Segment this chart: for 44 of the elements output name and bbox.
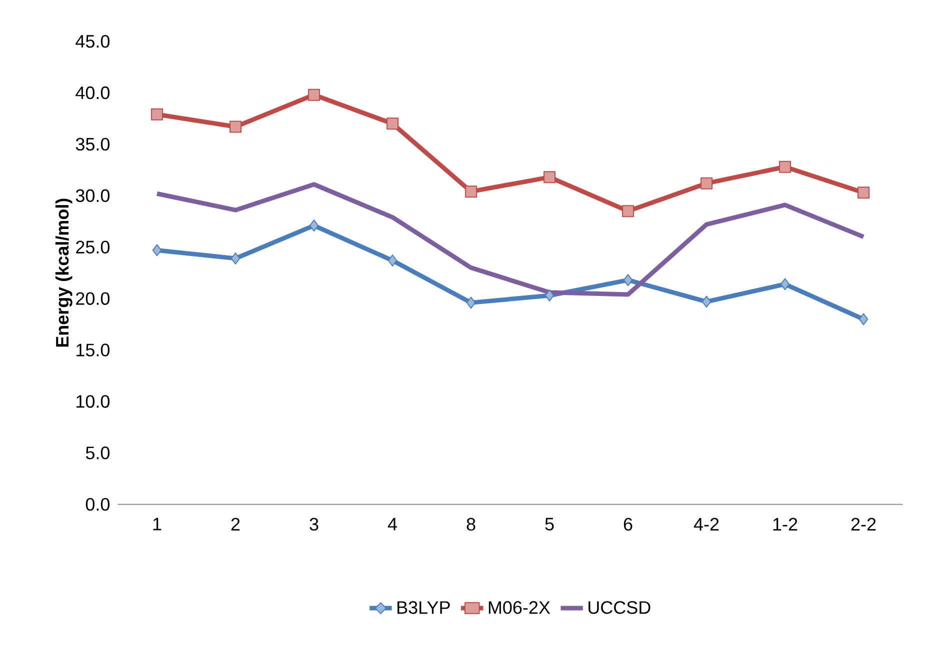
point	[622, 205, 634, 218]
point	[623, 274, 633, 286]
point	[779, 160, 792, 173]
x-tick-label: 2-2	[851, 518, 876, 530]
point	[308, 88, 320, 101]
point	[230, 252, 240, 264]
legend-label: UCCSD	[588, 601, 650, 614]
x-tick-label: 1-2	[773, 518, 798, 530]
point	[309, 220, 319, 232]
point	[465, 186, 478, 198]
point	[152, 244, 162, 256]
point	[700, 177, 713, 190]
point	[780, 278, 790, 290]
x-tick-label: 3	[310, 518, 318, 531]
y-axis-title: Energy (kcal/mol)	[55, 198, 72, 347]
x-tick-label: 6	[624, 518, 632, 531]
point	[386, 118, 399, 130]
point	[858, 186, 870, 199]
y-tick-label: 15.0	[76, 344, 110, 356]
point	[230, 120, 242, 133]
point	[466, 296, 476, 309]
point	[702, 296, 712, 308]
y-tick-label: 0.0	[86, 498, 110, 511]
x-tick-label: 5	[545, 518, 554, 530]
point	[544, 171, 556, 184]
y-tick-label: 20.0	[76, 292, 110, 305]
point	[544, 289, 554, 302]
y-tick-label: 25.0	[76, 240, 110, 254]
y-tick-label: 30.0	[76, 189, 110, 202]
x-tick-label: 4	[388, 518, 397, 530]
y-tick-label: 10.0	[76, 395, 110, 408]
x-tick-label: 1	[153, 518, 162, 530]
point	[858, 313, 868, 326]
legend-label: M06-2X	[488, 601, 550, 614]
point	[388, 254, 398, 266]
x-tick-label: 8	[466, 518, 476, 531]
y-tick-label: 40.0	[76, 86, 110, 100]
y-tick-label: 45.0	[76, 34, 110, 48]
y-tick-label: 35.0	[76, 138, 110, 151]
point	[151, 108, 164, 120]
x-tick-label: 2	[231, 518, 240, 530]
x-tick-label: 4-2	[694, 518, 719, 530]
legend-label: B3LYP	[398, 601, 450, 614]
y-tick-label: 5.0	[86, 446, 110, 460]
